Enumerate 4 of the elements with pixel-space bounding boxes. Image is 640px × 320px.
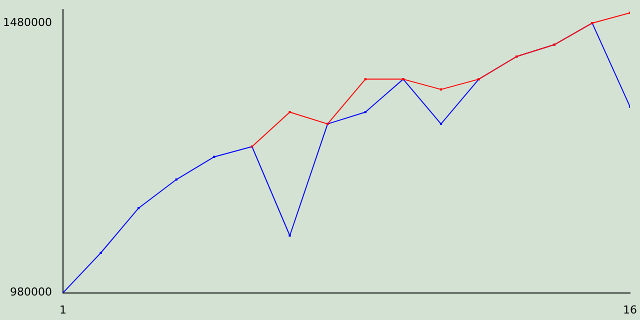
y-tick-label: 1480000 — [2, 16, 52, 29]
x-tick-label: 1 — [59, 303, 66, 316]
y-tick-label: 980000 — [10, 286, 52, 299]
x-tick-label: 16 — [623, 303, 637, 316]
